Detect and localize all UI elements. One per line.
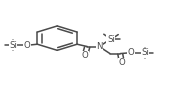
- Text: N: N: [96, 42, 103, 51]
- Text: O: O: [23, 41, 30, 50]
- Text: Si: Si: [9, 41, 17, 50]
- Text: O: O: [118, 58, 125, 67]
- Text: Si: Si: [107, 35, 115, 44]
- Text: Si: Si: [141, 48, 149, 57]
- Text: O: O: [127, 48, 134, 57]
- Text: O: O: [82, 51, 89, 60]
